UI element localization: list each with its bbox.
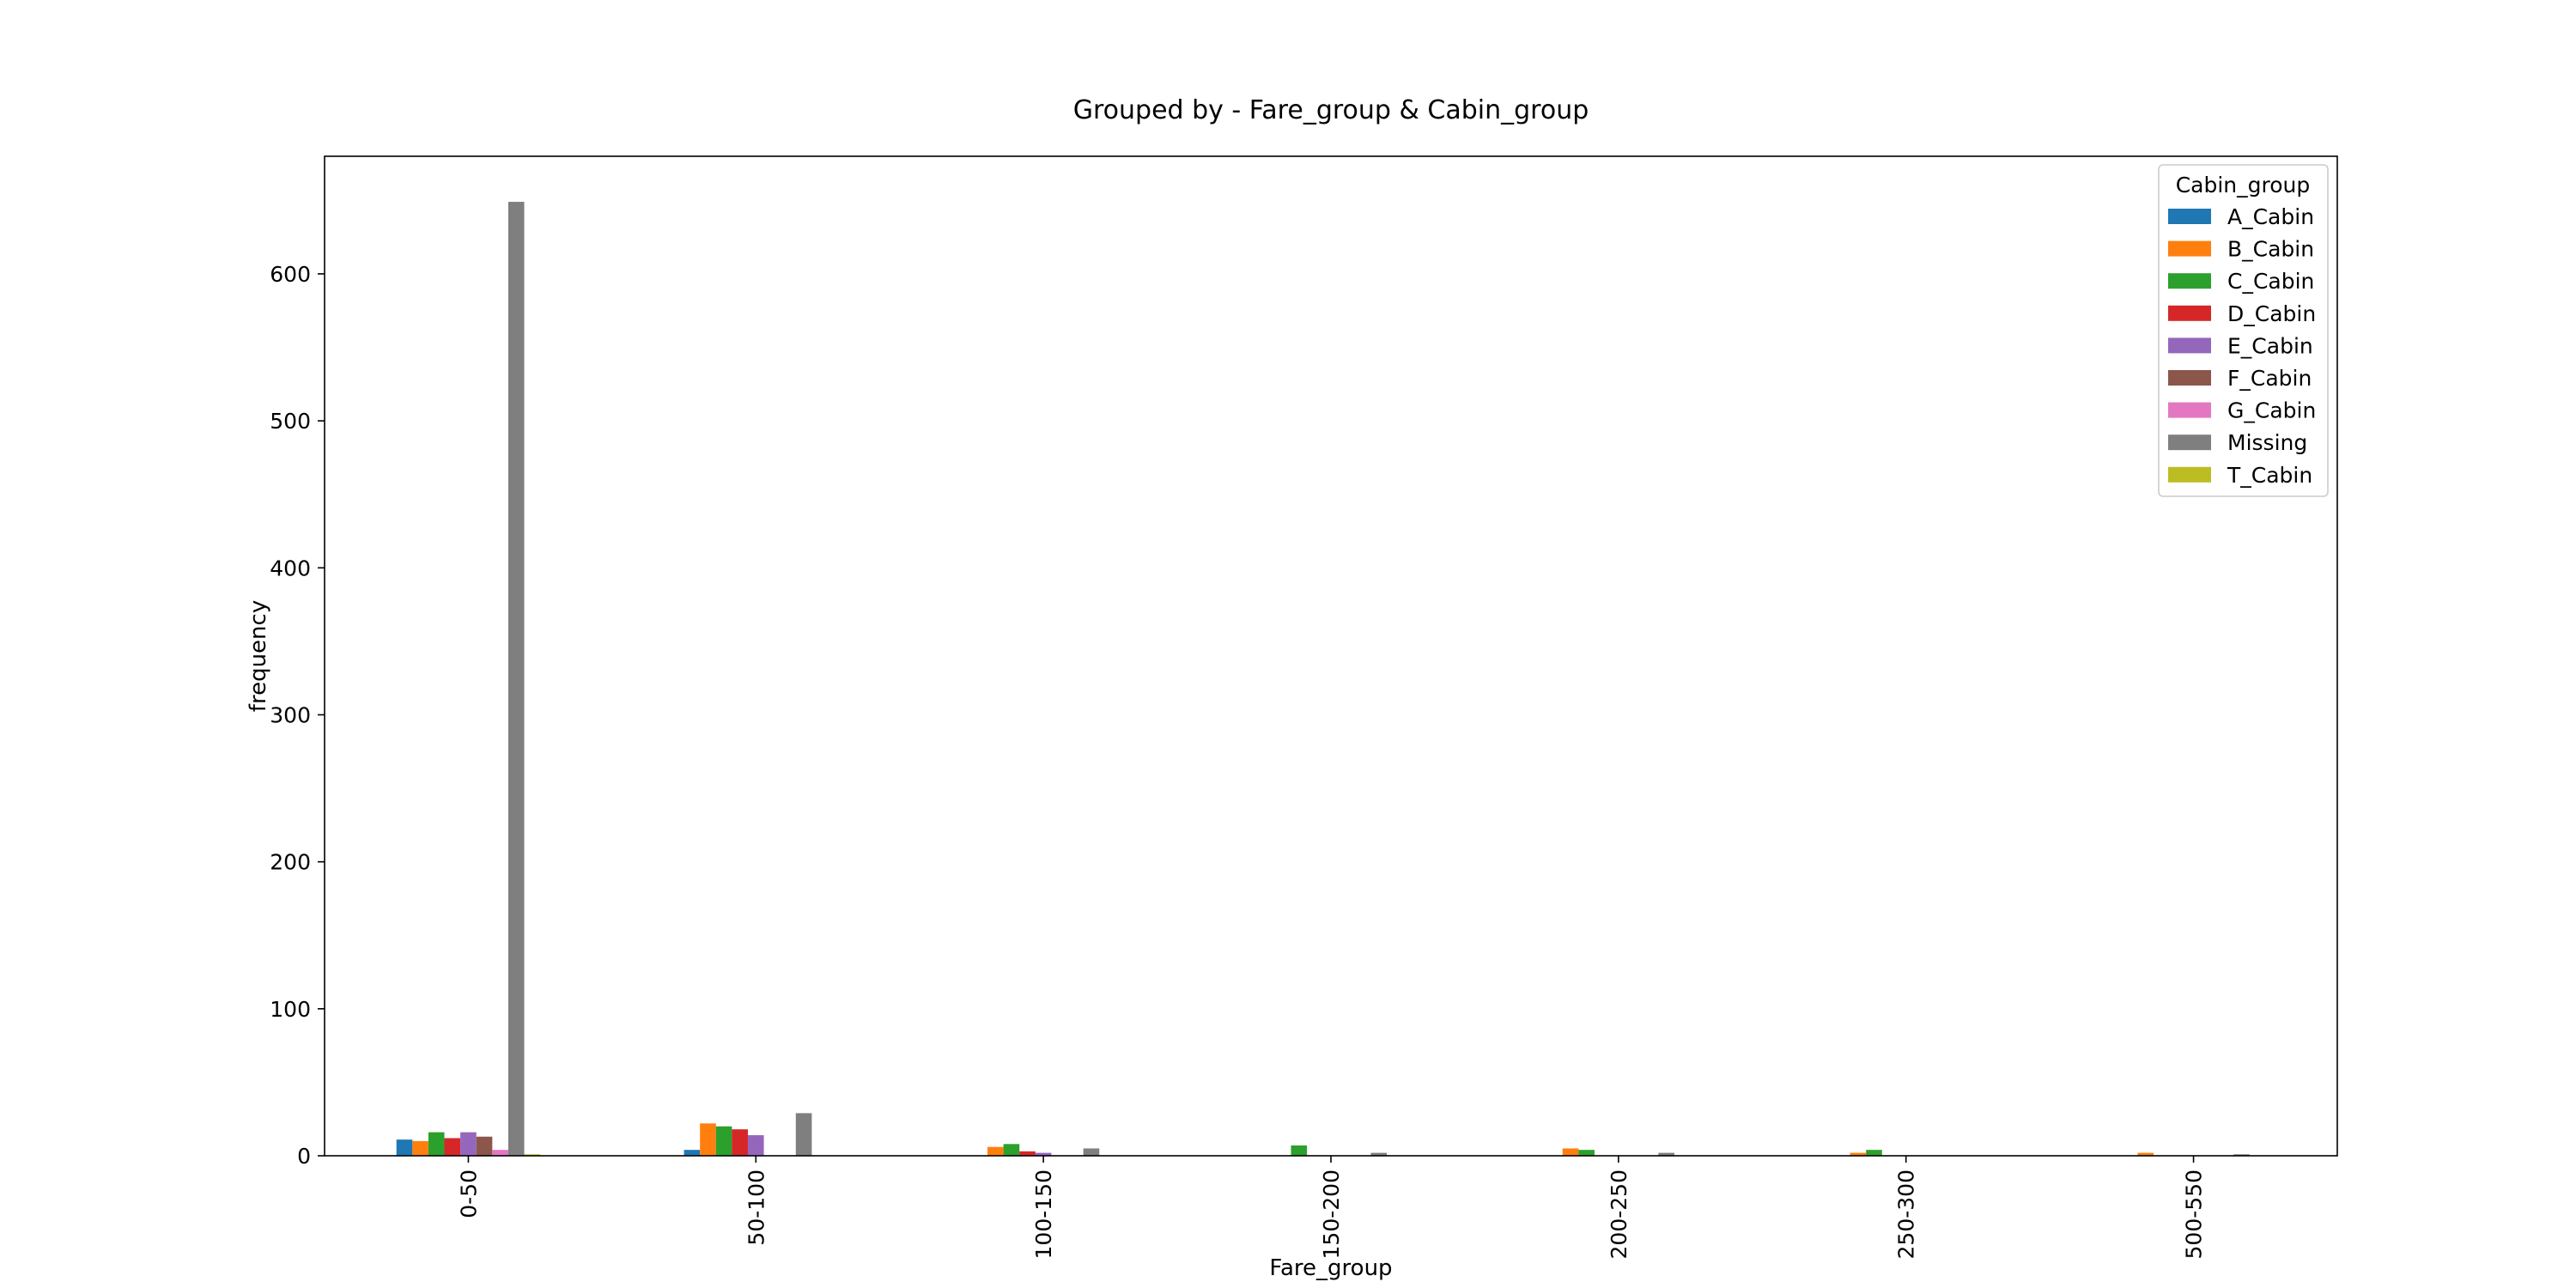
chart-title: Grouped by - Fare_group & Cabin_group (1073, 95, 1589, 125)
bar-C_Cabin-250-300 (1866, 1150, 1882, 1156)
legend-swatch-B_Cabin (2168, 240, 2211, 257)
bar-E_Cabin-0-50 (460, 1132, 477, 1156)
bar-D_Cabin-0-50 (444, 1138, 461, 1156)
y-axis: 0 100 200 300 400 500 600 (270, 262, 325, 1169)
bar-B_Cabin-200-250 (1562, 1148, 1579, 1156)
bar-Missing-50-100 (795, 1113, 812, 1156)
x-tick-label: 250-300 (1894, 1170, 1919, 1259)
bar-Missing-500-550 (2233, 1154, 2250, 1156)
bar-Missing-100-150 (1083, 1148, 1100, 1156)
legend-swatch-A_Cabin (2168, 209, 2211, 224)
bar-G_Cabin-0-50 (492, 1150, 508, 1156)
legend-swatch-T_Cabin (2168, 466, 2211, 483)
x-tick-label: 150-200 (1319, 1170, 1344, 1259)
legend-label-B_Cabin: B_Cabin (2227, 237, 2314, 262)
bar-Missing-200-250 (1658, 1152, 1674, 1156)
legend-label-T_Cabin: T_Cabin (2227, 463, 2312, 488)
x-tick-label: 100-150 (1031, 1170, 1056, 1259)
bar-F_Cabin-0-50 (476, 1136, 493, 1156)
y-tick-label: 0 (297, 1144, 311, 1169)
bar-C_Cabin-150-200 (1291, 1145, 1308, 1156)
x-tick-label: 200-250 (1607, 1170, 1631, 1259)
bar-E_Cabin-50-100 (747, 1135, 764, 1156)
bar-Missing-150-200 (1370, 1152, 1388, 1156)
legend-swatch-E_Cabin (2168, 337, 2211, 354)
x-tick-label: 500-550 (2182, 1170, 2207, 1259)
y-tick-label: 600 (270, 262, 311, 287)
bar-D_Cabin-50-100 (732, 1129, 748, 1156)
bar-E_Cabin-100-150 (1035, 1152, 1052, 1156)
bar-C_Cabin-100-150 (1003, 1144, 1020, 1156)
legend-swatch-G_Cabin (2168, 402, 2211, 418)
bar-C_Cabin-200-250 (1578, 1150, 1595, 1156)
bar-B_Cabin-0-50 (412, 1140, 428, 1156)
x-axis-label: Fare_group (1269, 1255, 1392, 1281)
legend-label-Missing: Missing (2227, 430, 2307, 455)
plot-frame (324, 155, 2338, 1157)
bar-T_Cabin-0-50 (524, 1154, 541, 1156)
bar-C_Cabin-50-100 (715, 1126, 732, 1156)
bar-B_Cabin-500-550 (2137, 1152, 2154, 1156)
legend-title: Cabin_group (2176, 173, 2311, 197)
legend-swatch-F_Cabin (2168, 370, 2211, 386)
bar-A_Cabin-50-100 (683, 1150, 701, 1156)
bars (396, 202, 2250, 1156)
y-axis-label: frequency (246, 600, 271, 712)
y-tick-label: 200 (270, 850, 311, 875)
bar-D_Cabin-100-150 (1019, 1151, 1036, 1156)
legend-items: A_Cabin B_Cabin C_Cabin D_Cabin E_Cabin F_Cab… (2168, 204, 2316, 488)
legend-label-F_Cabin: F_Cabin (2227, 366, 2312, 391)
bar-A_Cabin-0-50 (396, 1139, 413, 1156)
legend-label-G_Cabin: G_Cabin (2227, 398, 2316, 423)
x-axis: 0-50 50-100 100-150 150-200 200-250 250-300 50… (456, 1156, 2207, 1259)
legend-label-C_Cabin: C_Cabin (2227, 269, 2314, 294)
y-tick-label: 400 (270, 556, 311, 580)
legend-swatch-C_Cabin (2168, 273, 2211, 289)
y-tick-label: 100 (270, 997, 311, 1022)
bar-B_Cabin-50-100 (700, 1123, 716, 1156)
legend-swatch-Missing (2168, 434, 2211, 451)
bar-B_Cabin-100-150 (987, 1146, 1004, 1156)
bar-C_Cabin-0-50 (428, 1132, 445, 1156)
legend: Cabin_group A_Cabin B_Cabin C_Cabin D_Cabin… (2158, 164, 2329, 497)
legend-label-A_Cabin: A_Cabin (2227, 204, 2314, 229)
y-tick-label: 300 (270, 702, 311, 727)
bar-Missing-0-50 (507, 202, 525, 1156)
x-tick-label: 50-100 (744, 1170, 769, 1246)
legend-swatch-D_Cabin (2168, 305, 2211, 321)
legend-label-D_Cabin: D_Cabin (2227, 301, 2316, 326)
legend-label-E_Cabin: E_Cabin (2227, 333, 2313, 358)
x-tick-label: 0-50 (456, 1170, 481, 1218)
bar-B_Cabin-250-300 (1850, 1152, 1867, 1156)
y-tick-label: 500 (270, 409, 311, 434)
